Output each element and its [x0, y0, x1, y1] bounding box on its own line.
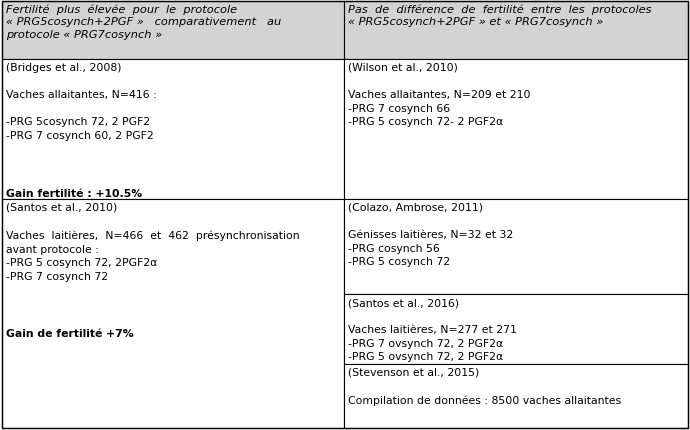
Text: Fertilité  plus  élevée  pour  le  protocole
« PRG5cosynch+2PGF »   comparativem: Fertilité plus élevée pour le protocole …: [6, 4, 282, 40]
Text: (Stevenson et al., 2015)

Compilation de données : 8500 vaches allaitantes: (Stevenson et al., 2015) Compilation de …: [348, 367, 621, 405]
Bar: [2, 60, 344, 200]
Bar: [344, 294, 688, 364]
Bar: [344, 364, 688, 428]
Text: (Colazo, Ambrose, 2011)

Génisses laitières, N=32 et 32
-PRG cosynch 56
-PRG 5 c: (Colazo, Ambrose, 2011) Génisses laitièr…: [348, 203, 513, 267]
Bar: [344, 200, 688, 294]
Text: Pas  de  différence  de  fertilité  entre  les  protocoles
« PRG5cosynch+2PGF » : Pas de différence de fertilité entre les…: [348, 4, 651, 27]
Text: (Santos et al., 2010)

Vaches  laitières,  N=466  et  462  présynchronisation
av: (Santos et al., 2010) Vaches laitières, …: [6, 203, 299, 308]
Text: (Wilson et al., 2010)

Vaches allaitantes, N=209 et 210
-PRG 7 cosynch 66
-PRG 5: (Wilson et al., 2010) Vaches allaitantes…: [348, 63, 531, 127]
Text: Gain de fertilité +7%: Gain de fertilité +7%: [6, 328, 134, 338]
Bar: [2, 200, 344, 428]
Text: (Bridges et al., 2008)

Vaches allaitantes, N=416 :

-PRG 5cosynch 72, 2 PGF2
-P: (Bridges et al., 2008) Vaches allaitante…: [6, 63, 157, 168]
Bar: [344, 2, 688, 60]
Bar: [2, 2, 344, 60]
Text: Gain fertilité : +10.5%: Gain fertilité : +10.5%: [6, 188, 142, 198]
Bar: [344, 60, 688, 200]
Text: (Santos et al., 2016)

Vaches laitières, N=277 et 271
-PRG 7 ovsynch 72, 2 PGF2α: (Santos et al., 2016) Vaches laitières, …: [348, 297, 517, 362]
